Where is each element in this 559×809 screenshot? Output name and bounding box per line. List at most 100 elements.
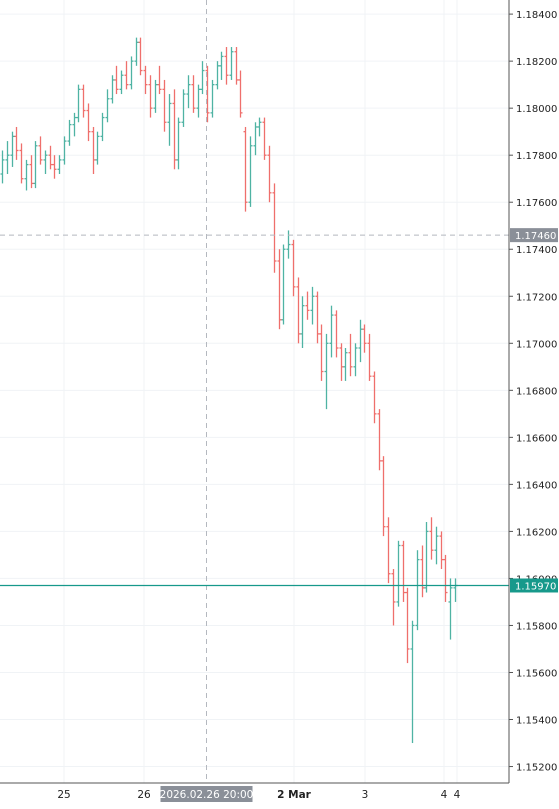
ohlc-bar bbox=[172, 89, 177, 170]
ohlc-bar bbox=[219, 51, 224, 80]
ohlc-bar bbox=[420, 545, 425, 598]
ohlc-bar bbox=[148, 75, 153, 118]
ohlc-bar bbox=[319, 324, 324, 381]
ohlc-bar bbox=[281, 244, 286, 325]
ohlc-bar bbox=[67, 119, 72, 146]
ohlc-bar bbox=[229, 47, 234, 80]
ohlc-bar bbox=[29, 155, 34, 189]
ohlc-bar bbox=[129, 56, 134, 90]
x-tick-label: 3 bbox=[362, 789, 369, 801]
ohlc-bar bbox=[138, 37, 143, 76]
ohlc-bar bbox=[105, 89, 110, 123]
ohlc-bar bbox=[86, 103, 91, 142]
ohlc-bar bbox=[234, 47, 239, 85]
crosshair-price-label: 1.17460 bbox=[515, 231, 556, 242]
ohlc-bar bbox=[434, 526, 439, 565]
ohlc-bar bbox=[162, 79, 167, 132]
y-tick-label: 1.17600 bbox=[516, 198, 557, 209]
y-tick-label: 1.18400 bbox=[516, 10, 557, 21]
ohlc-bar bbox=[343, 348, 348, 381]
ohlc-bar bbox=[267, 145, 272, 203]
crosshair-time-label: 2026.02.26 20:00 bbox=[160, 789, 254, 801]
last-price-label-bg bbox=[510, 578, 558, 593]
ohlc-bar bbox=[353, 343, 358, 377]
ohlc-bar bbox=[253, 122, 258, 156]
ohlc-bar bbox=[358, 319, 363, 363]
ohlc-bar bbox=[33, 141, 38, 189]
ohlc-bar bbox=[76, 84, 81, 123]
ohlc-bar bbox=[424, 522, 429, 593]
ohlc-bar bbox=[339, 343, 344, 381]
ohlc-bar bbox=[14, 126, 19, 160]
ohlc-bar bbox=[19, 143, 24, 184]
ohlc-bar bbox=[119, 70, 124, 95]
ohlc-bar bbox=[396, 540, 401, 607]
ohlc-bar bbox=[443, 554, 448, 602]
ohlc-bar bbox=[386, 517, 391, 584]
ohlc-bar bbox=[0, 150, 5, 184]
y-tick-label: 1.17400 bbox=[516, 245, 557, 256]
ohlc-bar bbox=[95, 131, 100, 165]
last-price-label: 1.15970 bbox=[515, 581, 556, 592]
y-tick-label: 1.15800 bbox=[516, 621, 557, 632]
ohlc-bar bbox=[100, 112, 105, 142]
x-tick-label: 2 Mar bbox=[277, 789, 311, 801]
ohlc-bar bbox=[91, 126, 96, 174]
ohlc-bar bbox=[52, 155, 57, 179]
ohlc-bar bbox=[367, 333, 372, 381]
ohlc-bar bbox=[257, 117, 262, 137]
y-tick-label: 1.16400 bbox=[516, 480, 557, 491]
ohlc-bar bbox=[200, 61, 205, 95]
y-tick-label: 1.17000 bbox=[516, 339, 557, 350]
ohlc-bar bbox=[401, 540, 406, 602]
ohlc-bar bbox=[262, 117, 267, 160]
ohlc-bar bbox=[324, 333, 329, 410]
ohlc-bar bbox=[348, 333, 353, 377]
grid-layer bbox=[0, 0, 509, 783]
ohlc-bar bbox=[10, 131, 15, 167]
ohlc-bars-layer bbox=[0, 37, 458, 744]
y-tick-label: 1.15600 bbox=[516, 668, 557, 679]
ohlc-bar bbox=[134, 37, 139, 66]
ohlc-bar bbox=[238, 70, 243, 118]
ohlc-bar bbox=[57, 155, 62, 174]
x-tick-label: 4 bbox=[454, 789, 461, 801]
ohlc-bar bbox=[429, 517, 434, 560]
y-tick-label: 1.17200 bbox=[516, 292, 557, 303]
ohlc-bar bbox=[5, 141, 10, 174]
crosshair-time-label-bg bbox=[160, 786, 253, 802]
y-tick-label: 1.16200 bbox=[516, 527, 557, 538]
ohlc-bar bbox=[110, 75, 115, 104]
ohlc-bar bbox=[248, 136, 253, 207]
ohlc-bar bbox=[176, 117, 181, 170]
ohlc-bar bbox=[38, 136, 43, 165]
ohlc-bar bbox=[143, 65, 148, 95]
ohlc-bar bbox=[310, 286, 315, 325]
x-tick-label: 4 bbox=[441, 789, 448, 801]
ohlc-bar bbox=[181, 89, 186, 127]
ohlc-bar bbox=[272, 183, 277, 273]
crosshair-price-label-bg bbox=[510, 228, 558, 243]
ohlc-bar bbox=[48, 145, 53, 170]
ohlc-bar bbox=[81, 84, 86, 118]
y-tick-label: 1.16600 bbox=[516, 433, 557, 444]
ohlc-bar bbox=[167, 94, 172, 146]
ohlc-bar bbox=[315, 291, 320, 344]
ohlc-bar bbox=[305, 291, 310, 320]
ohlc-bar bbox=[362, 324, 367, 353]
ohlc-bar bbox=[62, 136, 67, 165]
y-tick-label: 1.15400 bbox=[516, 716, 557, 727]
x-tick-label: 26 bbox=[137, 789, 151, 801]
ohlc-bar bbox=[277, 249, 282, 330]
y-tick-label: 1.17800 bbox=[516, 151, 557, 162]
ohlc-bar bbox=[296, 277, 301, 344]
y-tick-label: 1.16800 bbox=[516, 386, 557, 397]
ohlc-bar bbox=[300, 296, 305, 348]
ohlc-bar bbox=[334, 310, 339, 358]
y-tick-label: 1.15200 bbox=[516, 763, 557, 774]
ohlc-bar bbox=[205, 65, 210, 123]
ohlc-bar bbox=[243, 126, 248, 212]
ohlc-bar bbox=[224, 47, 229, 85]
